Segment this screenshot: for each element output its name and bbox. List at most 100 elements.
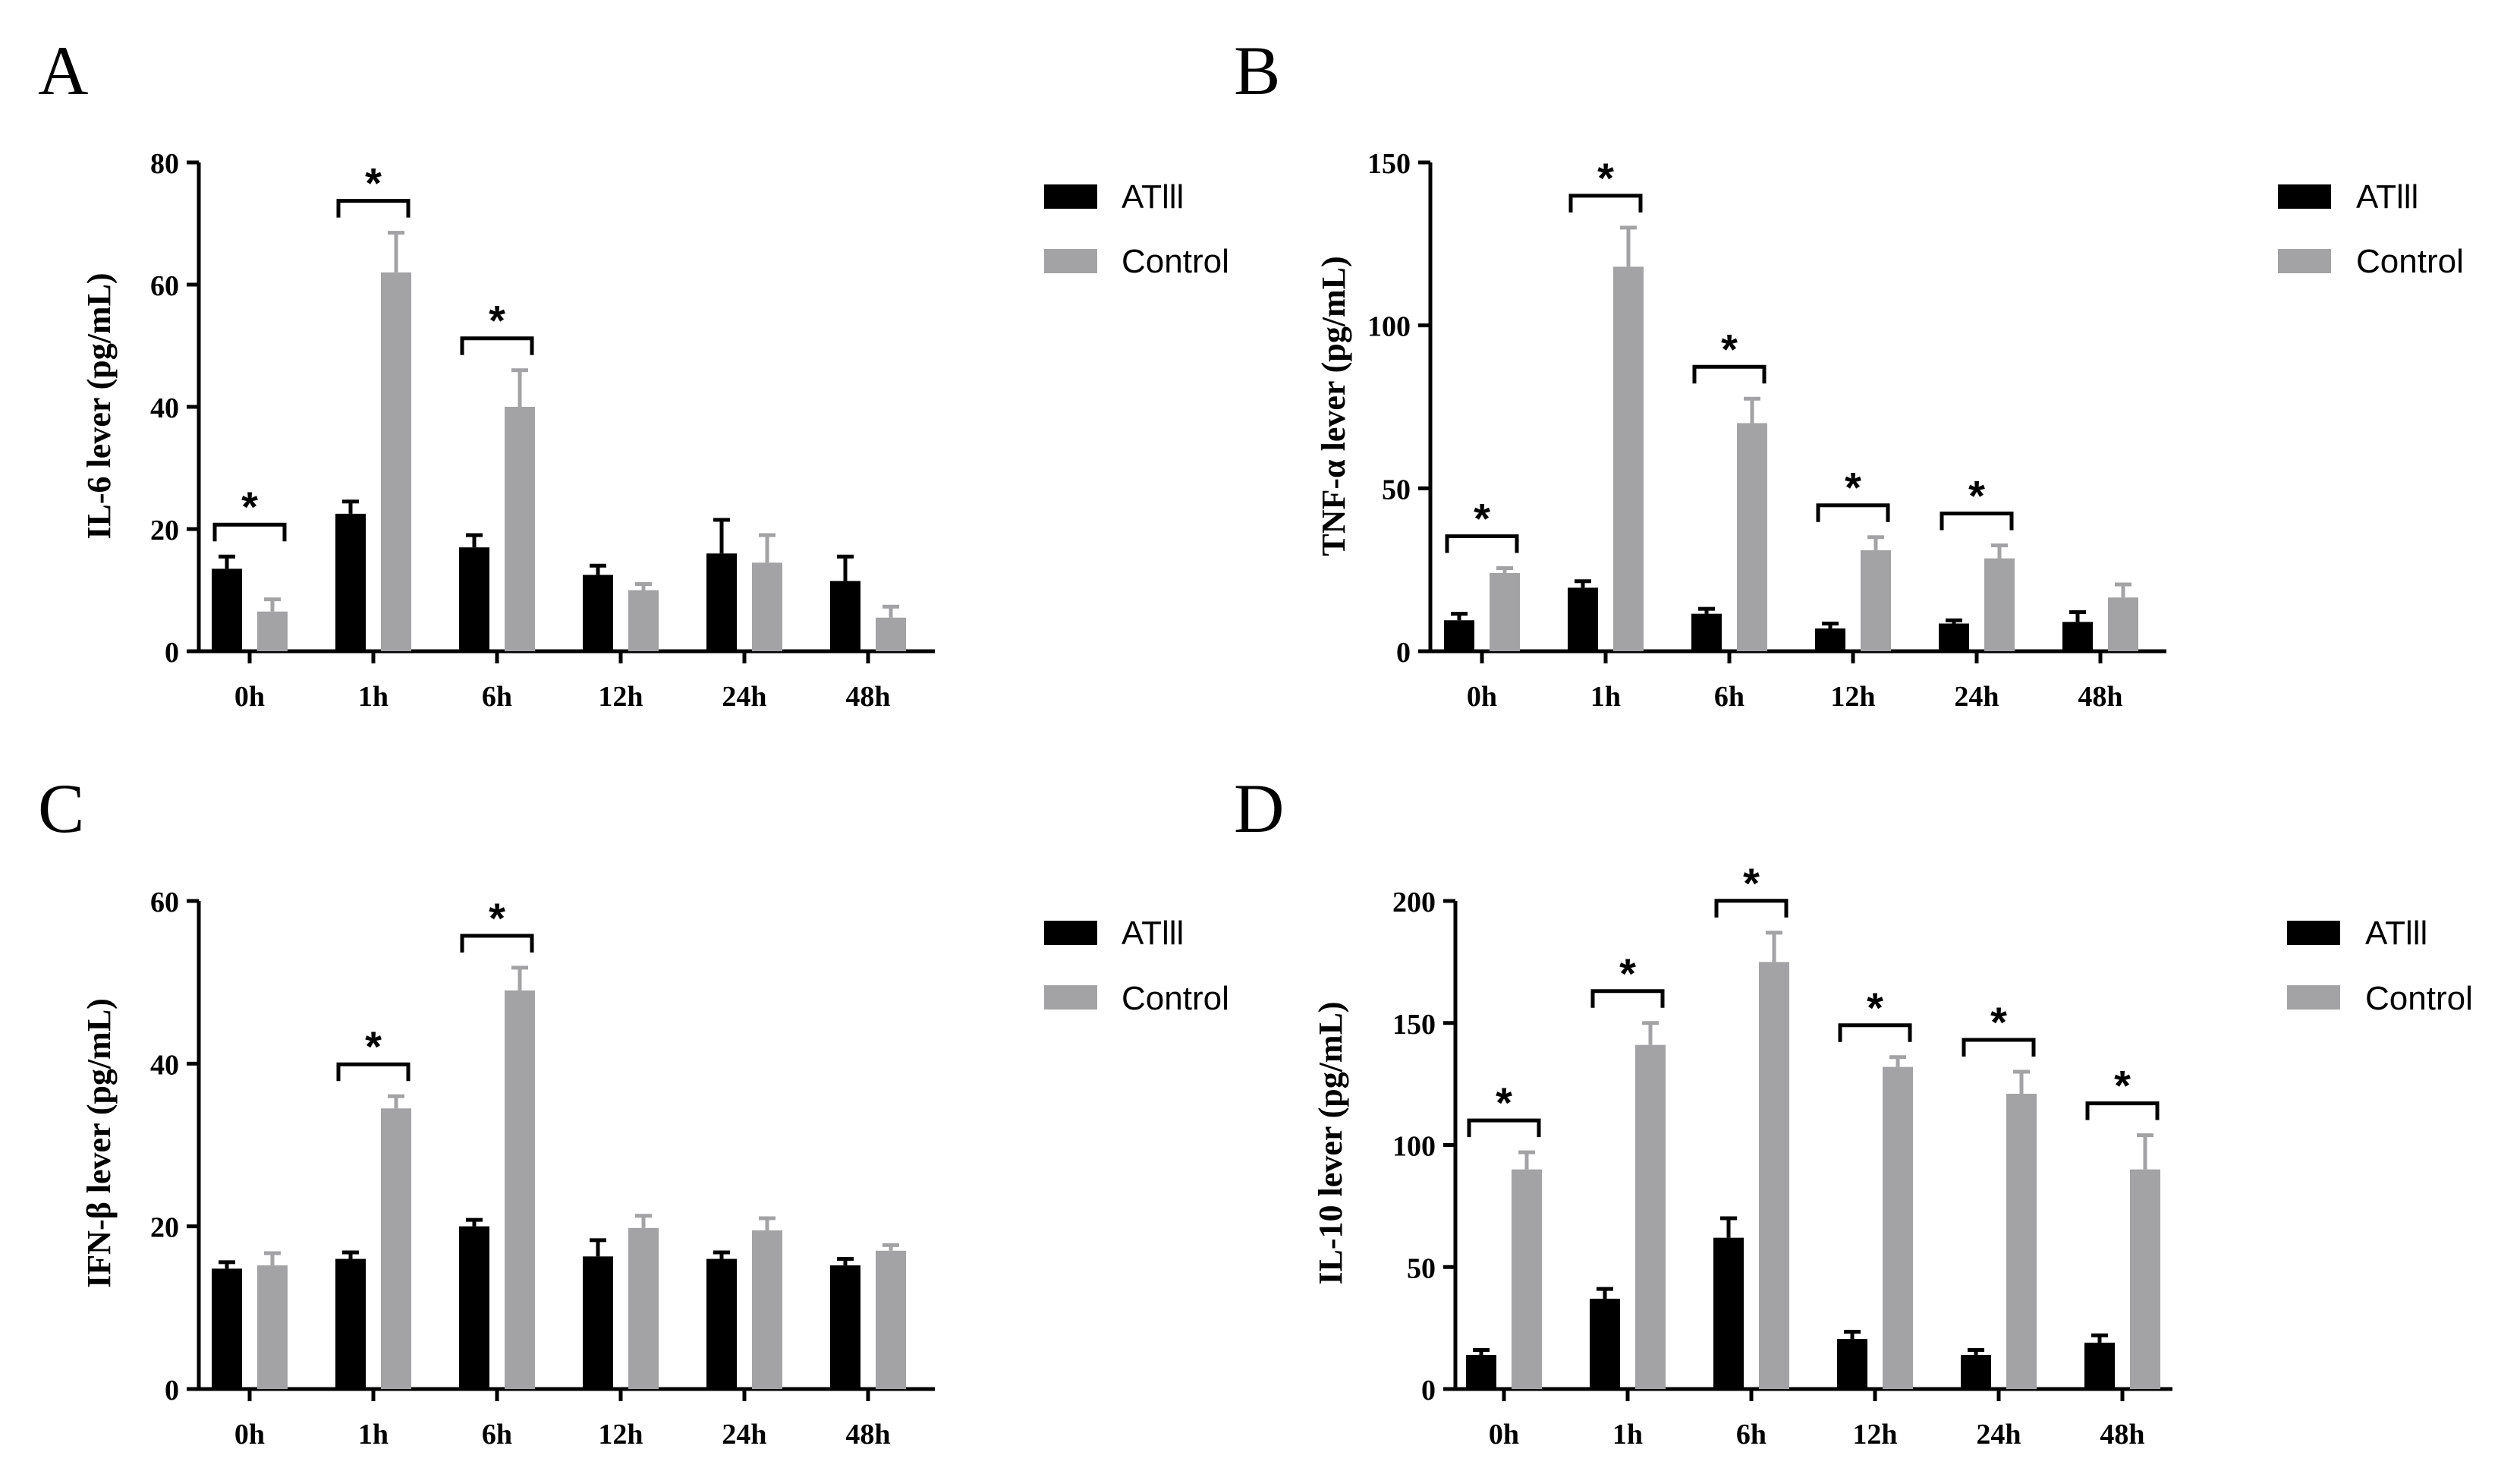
bar-atiii	[830, 1265, 860, 1389]
x-tick-label: 24h	[1954, 681, 1999, 713]
x-tick-label: 6h	[482, 681, 512, 713]
y-tick-label: 0	[1421, 1375, 1436, 1406]
bar-atiii	[830, 581, 860, 651]
y-axis-title: IFN-β lever (pg/mL)	[80, 998, 118, 1288]
x-tick-label: 6h	[1714, 681, 1744, 713]
x-tick-label: 12h	[598, 681, 643, 713]
legend-label-atiii: ATlll	[1122, 178, 1184, 216]
significance-bracket	[336, 199, 411, 218]
y-tick-label: 100	[1392, 1131, 1436, 1163]
y-tick-label: 150	[1392, 1009, 1436, 1041]
significance-bracket	[1467, 1118, 1541, 1138]
bar-control	[2130, 1169, 2160, 1389]
bar-atiii	[2084, 1342, 2115, 1389]
legend-swatch-control	[2287, 985, 2340, 1010]
bar-atiii	[1961, 1354, 1991, 1389]
significance-star: *	[241, 483, 258, 531]
y-tick-label: 60	[150, 270, 179, 302]
x-tick-label: 48h	[2100, 1419, 2144, 1451]
legend-label-control: Control	[1122, 243, 1229, 280]
significance-bracket	[1962, 1038, 2036, 1057]
legend-label-atiii: ATlll	[2356, 178, 2418, 216]
significance-bracket	[1714, 899, 1789, 918]
significance-star: *	[1474, 495, 1490, 543]
y-tick-label: 80	[150, 148, 179, 180]
y-tick-label: 60	[150, 887, 179, 918]
legend: ATlll Control	[1044, 915, 1229, 1017]
plot-area: 0 20 40 60 80 0h * 1h * 6h * 12h 24h 48h	[150, 148, 935, 713]
panel-a: A IL-6 lever (pg/mL) 0 20 40 60 80 0h * 1h * 6h * 1…	[38, 32, 1229, 713]
y-axis-title: TNF-α lever (pg/mL)	[1315, 256, 1352, 556]
significance-star: *	[1990, 998, 2007, 1046]
legend-swatch-atiii	[1044, 921, 1097, 945]
bar-atiii	[459, 547, 489, 651]
bar-control	[1861, 550, 1891, 651]
legend: ATlll Control	[1044, 178, 1229, 280]
legend-label-control: Control	[2365, 980, 2473, 1017]
significance-bracket	[1568, 194, 1643, 213]
bar-control	[876, 617, 906, 651]
bar-control	[1635, 1044, 1666, 1389]
bar-control	[1984, 558, 2015, 651]
significance-bracket	[1692, 364, 1767, 384]
significance-bracket	[212, 522, 287, 542]
y-tick-label: 20	[150, 1212, 179, 1244]
significance-bracket	[1816, 503, 1890, 522]
bar-atiii	[583, 575, 613, 651]
bar-control	[752, 562, 782, 651]
y-tick-label: 0	[165, 637, 179, 669]
panel-letter: D	[1234, 770, 1284, 847]
x-tick-label: 6h	[482, 1419, 512, 1451]
panel-letter: C	[38, 770, 84, 847]
x-tick-label: 24h	[722, 1419, 766, 1451]
significance-star: *	[1619, 950, 1636, 997]
legend-swatch-control	[1044, 249, 1097, 273]
x-tick-label: 1h	[358, 1419, 389, 1451]
panel-d: D IL-10 lever (pg/mL) 0 50 100 150 200 0h * 1h *…	[1234, 770, 2473, 1451]
bar-atiii	[706, 553, 737, 651]
significance-star: *	[489, 297, 505, 345]
bar-atiii	[335, 1258, 366, 1389]
bar-control	[381, 1108, 411, 1389]
significance-bracket	[1590, 989, 1665, 1008]
x-tick-label: 0h	[1489, 1419, 1519, 1451]
y-axis-title: IL-10 lever (pg/mL)	[1312, 1001, 1349, 1284]
bar-control	[752, 1230, 782, 1389]
bar-atiii	[1713, 1237, 1744, 1389]
x-tick-label: 24h	[722, 681, 766, 713]
legend-swatch-atiii	[1044, 184, 1097, 209]
panel-letter: B	[1234, 32, 1280, 109]
significance-star: *	[1721, 325, 1738, 373]
y-tick-label: 0	[1396, 637, 1411, 669]
significance-bracket	[336, 1062, 411, 1082]
bar-control	[628, 590, 659, 651]
bar-control	[381, 272, 411, 651]
legend-swatch-atiii	[2287, 921, 2340, 945]
x-tick-label: 1h	[1590, 681, 1621, 713]
x-tick-label: 1h	[358, 681, 389, 713]
legend-label-atiii: ATlll	[1122, 915, 1184, 952]
y-tick-label: 0	[165, 1375, 179, 1406]
y-tick-label: 200	[1392, 887, 1436, 918]
bar-atiii	[1939, 623, 1969, 651]
bar-atiii	[335, 513, 366, 651]
significance-star: *	[489, 894, 505, 942]
y-tick-label: 40	[150, 392, 179, 424]
x-tick-label: 48h	[2078, 681, 2122, 713]
significance-bracket	[1838, 1023, 1912, 1042]
plot-area: 0 50 100 150 200 0h * 1h * 6h * 12h * 24h * 48h *	[1392, 859, 2172, 1451]
x-tick-label: 12h	[598, 1419, 643, 1451]
x-tick-label: 48h	[845, 681, 890, 713]
significance-star: *	[365, 159, 382, 207]
bar-atiii	[1815, 628, 1845, 651]
y-tick-label: 20	[150, 515, 179, 547]
bar-atiii	[1837, 1339, 1867, 1389]
legend-label-control: Control	[1122, 980, 1229, 1017]
bar-atiii	[583, 1256, 613, 1389]
legend: ATlll Control	[2278, 178, 2464, 280]
plot-area: 0 20 40 60 0h 1h * 6h * 12h 24h 48h	[150, 887, 935, 1451]
panel-c: C IFN-β lever (pg/mL) 0 20 40 60 0h 1h * 6h * 12h…	[38, 770, 1229, 1451]
panel-letter: A	[38, 32, 88, 109]
bar-control	[628, 1227, 659, 1389]
